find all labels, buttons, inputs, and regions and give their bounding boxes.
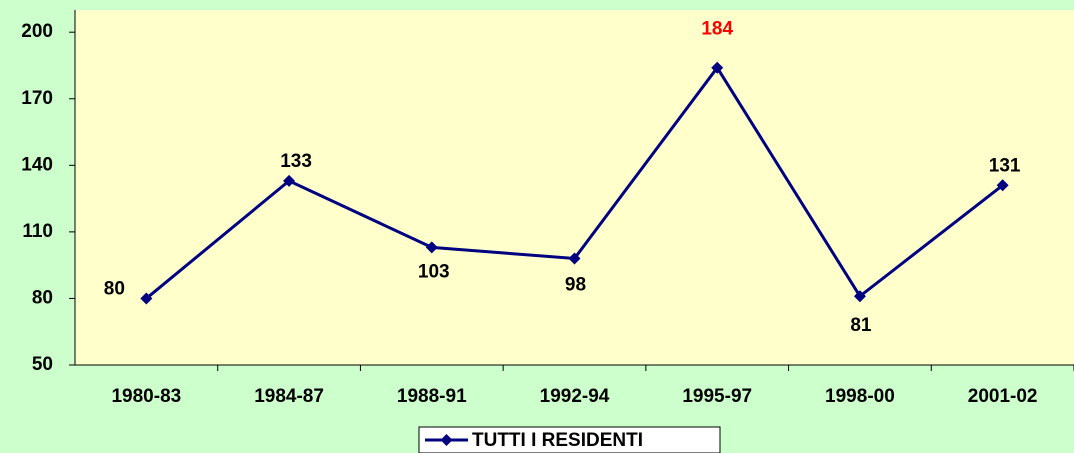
data-label: 131	[989, 155, 1021, 176]
data-label: 98	[565, 275, 586, 296]
y-tick-label: 200	[21, 21, 53, 42]
x-tick-label: 2001-02	[968, 386, 1038, 407]
x-tick-label: 1980-83	[111, 386, 181, 407]
data-label: 81	[850, 315, 872, 336]
marker	[425, 241, 438, 254]
legend	[418, 426, 721, 453]
y-tick-label: 140	[21, 154, 53, 175]
marker	[568, 252, 581, 265]
data-label: 184	[701, 19, 733, 40]
y-tick-label: 80	[32, 287, 53, 308]
x-tick-label: 1984-87	[254, 386, 324, 407]
data-label: 133	[280, 151, 312, 172]
legend-label: TUTTI I RESIDENTI	[472, 430, 643, 451]
x-tick-label: 1995-97	[682, 386, 752, 407]
marker	[711, 61, 724, 74]
legend-marker	[440, 434, 453, 446]
data-label: 80	[104, 278, 125, 299]
data-label: 103	[418, 261, 450, 282]
marker	[996, 179, 1009, 192]
y-tick-label: 110	[22, 221, 53, 242]
x-tick-label: 1998-00	[825, 386, 895, 407]
marker	[283, 174, 296, 187]
marker	[853, 290, 866, 303]
y-tick-label: 170	[21, 88, 53, 109]
y-tick-label: 50	[32, 354, 53, 375]
plot-area	[75, 10, 1074, 365]
marker	[140, 292, 153, 305]
x-tick-label: 1992-94	[540, 386, 610, 407]
x-tick-label: 1988-91	[397, 386, 467, 407]
